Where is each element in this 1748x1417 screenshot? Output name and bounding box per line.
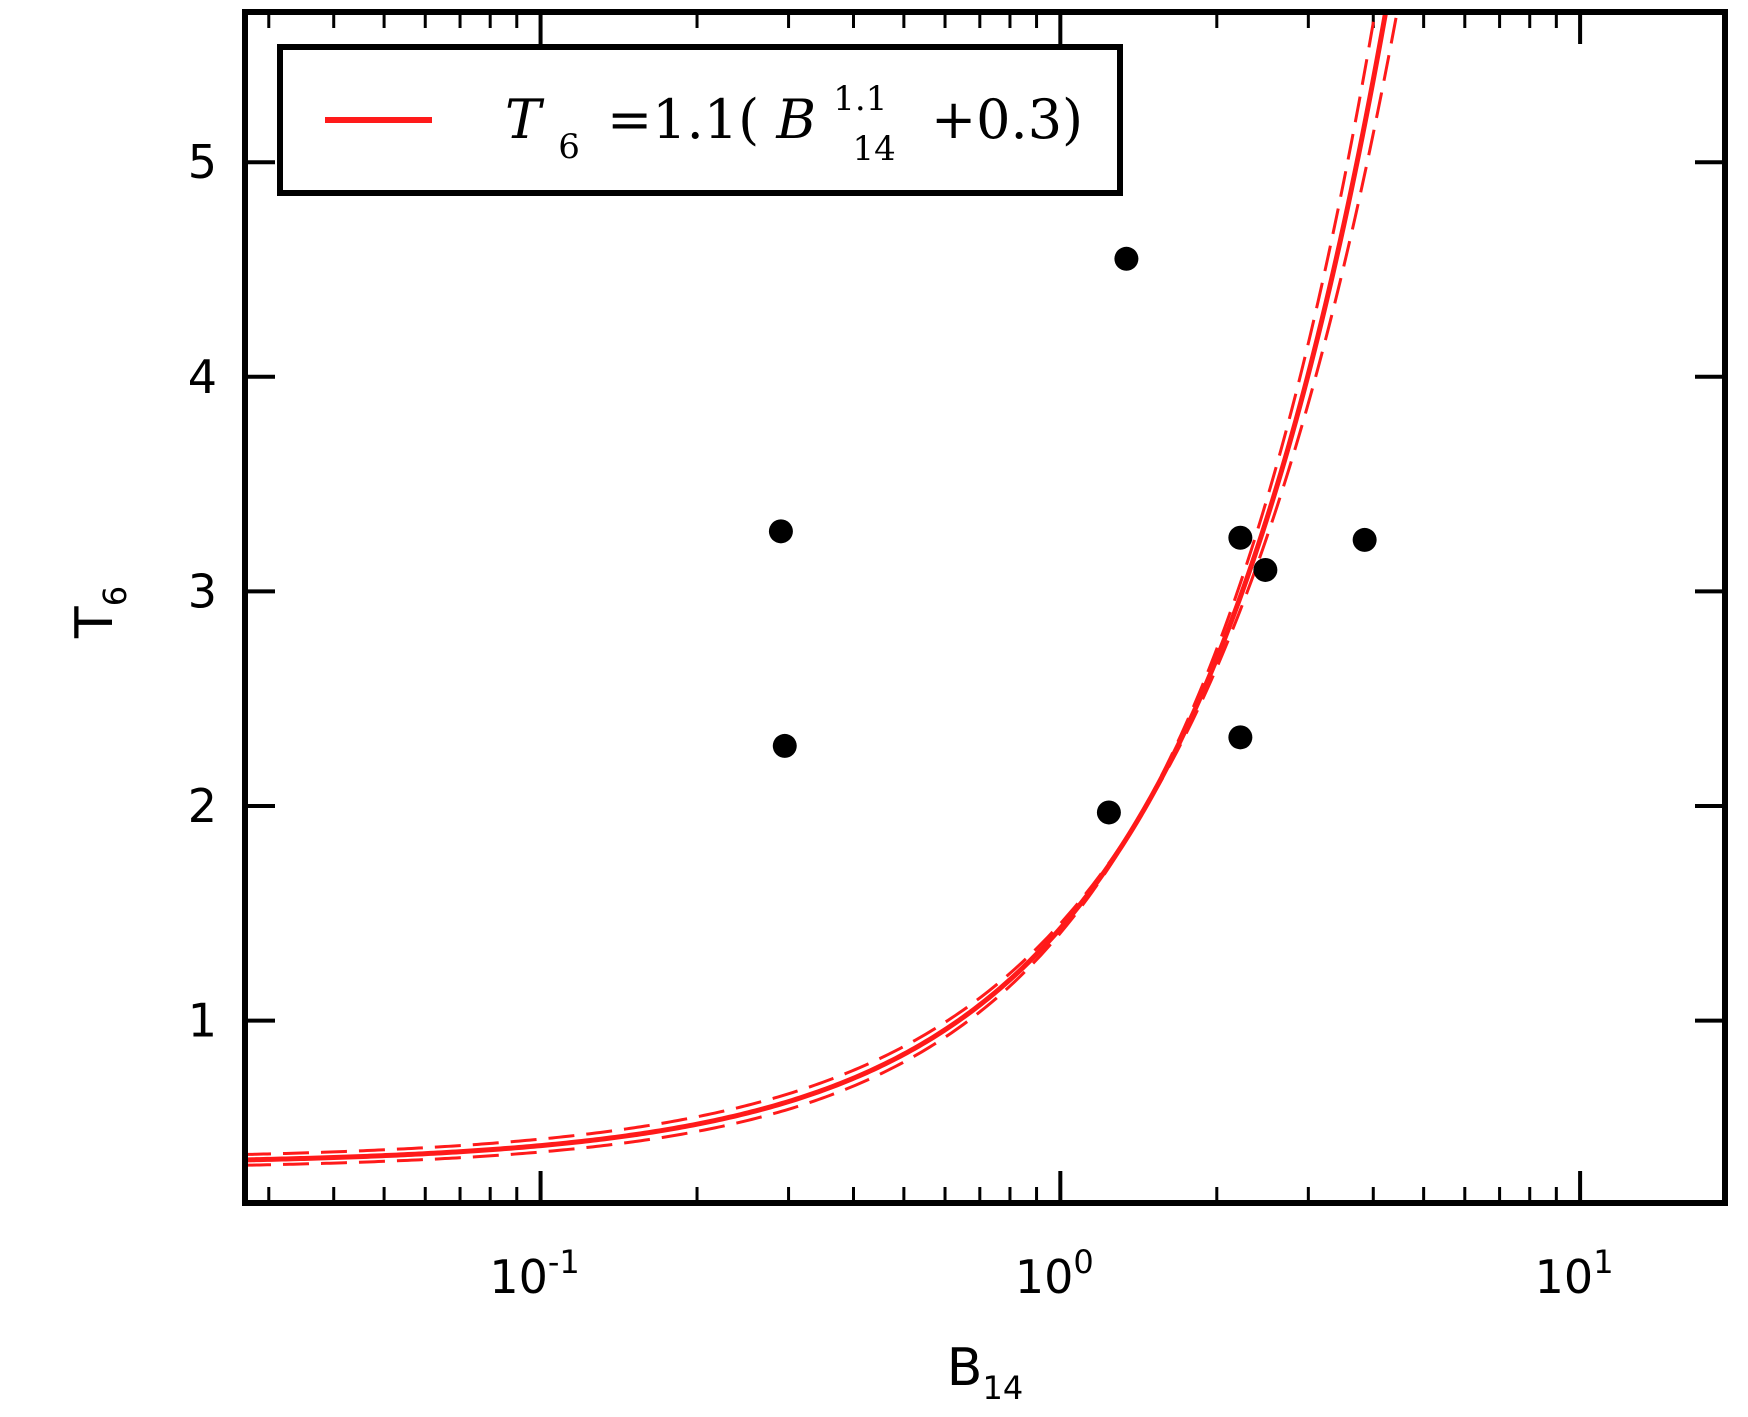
data-point <box>1114 246 1139 271</box>
data-point <box>1096 800 1121 825</box>
y-tick-label: 4 <box>188 350 217 404</box>
x-tick-label: 10-1 <box>489 1243 579 1304</box>
data-point <box>1253 557 1278 582</box>
x-axis-title: B14 <box>947 1338 1023 1407</box>
data-point <box>1228 725 1253 750</box>
legend-lhs: T <box>505 88 545 151</box>
y-axis-title-sub: 6 <box>96 586 134 606</box>
plot-area <box>245 12 1399 1167</box>
x-tick-label-exp: -1 <box>548 1243 580 1281</box>
fit-line <box>245 12 1389 1163</box>
y-tick-label: 1 <box>188 994 217 1048</box>
x-axis-title-sub: 14 <box>982 1369 1023 1407</box>
legend-sup: 1.1 <box>833 79 887 119</box>
legend: T 6 =1.1( B 1.1 14 +0.3) <box>277 44 1123 196</box>
x-tick-label-base: 10 <box>489 1250 548 1304</box>
x-tick-label-exp: 0 <box>1073 1243 1093 1281</box>
legend-lhs-sub: 6 <box>558 127 580 167</box>
fit-bound-line <box>245 12 1399 1157</box>
x-axis-title-base: B <box>947 1338 983 1398</box>
legend-base: B <box>775 88 816 151</box>
x-tick-label-exp: 1 <box>1593 1243 1613 1281</box>
y-axis-title-base: T <box>65 606 125 639</box>
legend-rest: +0.3) <box>931 88 1083 151</box>
legend-eq: =1.1( <box>607 88 759 151</box>
legend-sub: 14 <box>853 129 896 169</box>
y-tick-label: 2 <box>188 779 217 833</box>
x-tick-label: 100 <box>1015 1243 1094 1304</box>
x-tick-label-base: 10 <box>1535 1250 1594 1304</box>
plot-frame <box>242 9 1728 1206</box>
data-point <box>1352 527 1377 552</box>
fit-bound-line <box>245 12 1377 1167</box>
y-tick-label: 5 <box>188 135 217 189</box>
data-point <box>772 733 797 758</box>
data-point <box>768 519 793 544</box>
x-tick-label-base: 10 <box>1015 1250 1074 1304</box>
y-axis-title: T6 <box>65 586 134 639</box>
legend-label: T 6 =1.1( B 1.1 14 +0.3) <box>505 60 1083 173</box>
y-tick-label: 3 <box>188 564 217 618</box>
data-point <box>1228 525 1253 550</box>
x-tick-label: 101 <box>1535 1243 1614 1304</box>
